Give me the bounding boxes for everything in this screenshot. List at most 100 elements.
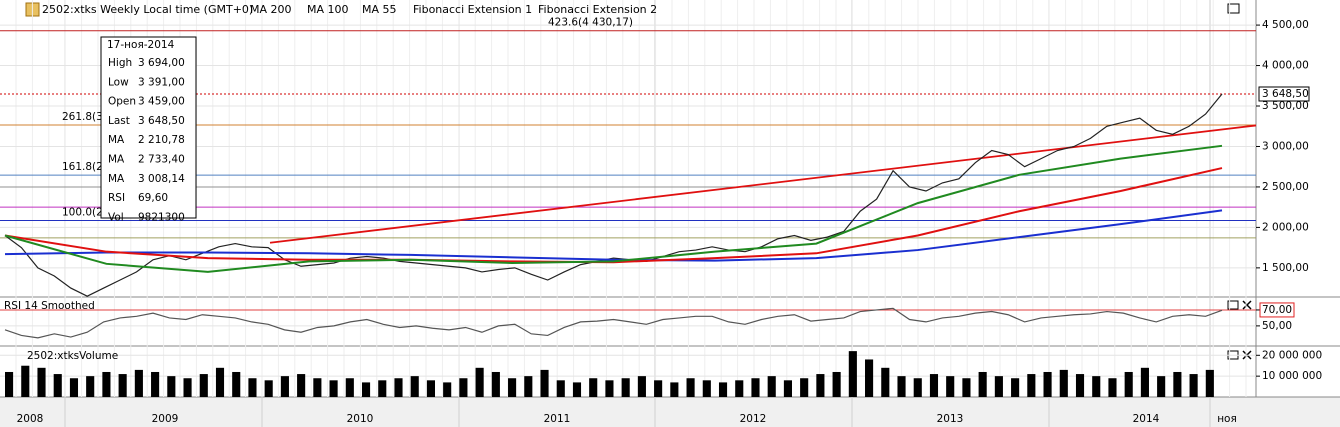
y-tick-label: 1 500,00 [1262,262,1309,274]
y-tick-label: 50,00 [1262,320,1292,332]
volume-bar [621,378,630,397]
volume-bar [881,367,890,397]
volume-bar [800,378,809,397]
tooltip-key: MA [108,173,125,185]
volume-bar [524,376,533,397]
volume-bar [102,371,111,397]
x-tick-label: 2011 [544,413,571,425]
tooltip-key: MA [108,134,125,146]
tooltip-box [100,36,197,219]
maximize-button[interactable] [1227,300,1239,310]
volume-bar [86,376,95,397]
volume-bar [1124,371,1133,397]
volume-bar [21,365,30,397]
volume-bar [508,378,517,397]
volume-bar [1140,367,1149,397]
volume-bar [361,382,371,397]
last-price-label: 3 648,50 [1262,88,1309,100]
volume-bar [280,376,289,397]
volume-bar [329,380,338,397]
volume-bar [865,359,874,397]
volume-bar [394,378,403,397]
last-price-badge [1258,86,1310,102]
indicator-label: MA 200 [250,3,292,16]
indicator-label: Fibonacci Extension 2 [538,3,657,16]
volume-bar [183,378,192,397]
volume-bar [718,382,728,397]
volume-bar [832,371,841,397]
tooltip-value: 3 648,50 [138,115,185,127]
tooltip-value: 69,60 [138,192,168,204]
volume-bar [215,367,225,397]
volume-bar [491,371,500,397]
volume-bar [816,374,825,397]
tooltip-key: MA [108,154,125,166]
volume-bar [654,380,663,397]
volume-bar [475,367,484,397]
volume-bar [410,376,419,397]
volume-bar [459,378,468,397]
x-tick-label: 2008 [17,413,44,425]
volume-bar [69,378,79,397]
volume-bar [767,376,776,397]
volume-bar [313,378,322,397]
y-tick-label: 70,00 [1262,304,1292,316]
time-axis [0,397,1340,427]
x-tick-label: 2009 [152,413,179,425]
volume-bar [589,378,598,397]
fib-label: 423.6(4 430,17) [548,17,633,29]
volume-bar [929,374,939,397]
volume-bar [1108,378,1117,397]
series-line [4,307,1223,339]
tooltip-key: RSI [108,192,125,204]
tooltip-key: Low [108,76,129,88]
volume-bar [378,380,387,397]
x-tick-label: 2010 [347,413,374,425]
tooltip-date: 17-ноя-2014 [107,39,175,51]
tooltip-value: 2 733,40 [138,154,185,166]
volume-bar [735,380,744,397]
volume-bar [443,382,452,397]
x-tick-label: 2014 [1133,413,1160,425]
volume-bar [994,376,1003,397]
trend-line [269,124,1257,244]
volume-bar [686,378,695,397]
tooltip-value: 2 210,78 [138,134,185,146]
volume-bar [426,380,436,397]
x-tick-label: 2013 [937,413,964,425]
y-tick-label: 20 000 000 [1262,349,1322,361]
tooltip-key: Open [108,96,136,108]
volume-bar [118,374,127,397]
close-button[interactable] [1242,300,1252,360]
panel-title: 2502:xtksVolume [27,350,118,362]
volume-bar [53,374,62,397]
y-tick-label: 2 500,00 [1262,181,1309,193]
volume-bar [134,369,143,397]
y-tick-label: 10 000 000 [1262,370,1322,382]
tooltip-key: Vol [108,211,124,223]
y-tick-label: 3 000,00 [1262,140,1309,152]
y-tick-label: 4 500,00 [1262,19,1309,31]
volume-bar [783,380,792,397]
volume-bar [1059,369,1068,397]
tooltip-value: 3 694,00 [138,57,185,69]
volume-bar [848,351,857,397]
y-tick-label: 2 000,00 [1262,221,1309,233]
volume-bar [670,382,679,397]
volume-bar [151,371,160,397]
maximize-button[interactable] [1227,3,1240,14]
tooltip-value: 3 008,14 [138,173,185,185]
volume-bar [345,378,354,397]
tooltip-key: Last [108,115,130,127]
x-tick-label: 2012 [740,413,767,425]
volume-bar [946,376,955,397]
panel-title: RSI 14 Smoothed [4,300,95,312]
volume-bar [37,367,46,397]
tooltip-value: 9821300 [138,211,185,223]
volume-bar [605,380,614,397]
indicator-label: MA 100 [307,3,349,16]
volume-bar [199,374,208,397]
volume-bar [248,378,257,397]
